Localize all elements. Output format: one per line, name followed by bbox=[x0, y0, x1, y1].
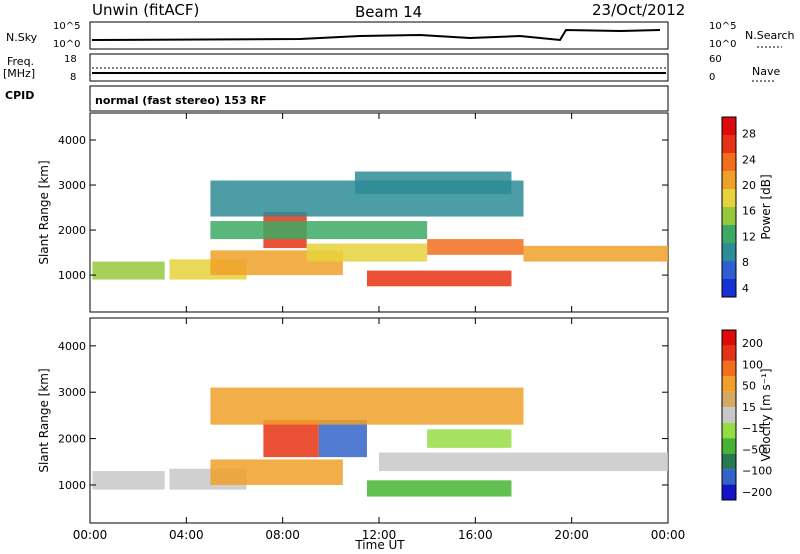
velocity-colorbar-seg bbox=[722, 391, 736, 408]
velocity-ylabel: Slant Range [km] bbox=[37, 368, 51, 472]
velocity-colorbar-tick: −100 bbox=[742, 465, 772, 478]
xtick-label: 20:00 bbox=[554, 528, 589, 542]
velocity-colorbar-seg bbox=[722, 438, 736, 454]
power-ylabel: Slant Range [km] bbox=[37, 160, 51, 264]
velocity-colorbar-seg bbox=[722, 422, 736, 439]
power-colorbar-seg bbox=[722, 189, 736, 207]
power-colorbar-tick: 20 bbox=[742, 179, 756, 192]
nsky-tick-low: 10^0 bbox=[53, 39, 81, 50]
power-colorbar-seg bbox=[722, 225, 736, 243]
cpid-value: normal (fast stereo) 153 RF bbox=[95, 94, 267, 107]
nsky-panel bbox=[89, 21, 669, 50]
power-colorbar-tick: 28 bbox=[742, 128, 756, 141]
power-ytick-label: 2000 bbox=[58, 224, 86, 237]
power-band-7 bbox=[523, 245, 668, 262]
velocity-ytick-label: 2000 bbox=[58, 433, 86, 446]
cpid-panel bbox=[89, 85, 669, 112]
velocity-colorbar-tick: −50 bbox=[742, 443, 765, 456]
velocity-colorbar-tick: −200 bbox=[742, 486, 772, 499]
station-title: Unwin (fitACF) bbox=[92, 1, 200, 19]
power-band-10 bbox=[354, 171, 512, 195]
xtick-label: 00:00 bbox=[651, 528, 686, 542]
cpid-label: CPID bbox=[5, 89, 35, 102]
power-colorbar-seg bbox=[722, 243, 736, 261]
velocity-band-3 bbox=[263, 420, 319, 458]
power-colorbar-tick: 4 bbox=[742, 282, 749, 295]
velocity-colorbar-seg bbox=[722, 469, 736, 485]
power-ytick-label: 3000 bbox=[58, 179, 86, 192]
nsky-trace bbox=[91, 28, 661, 42]
freq-label: Freq. bbox=[7, 55, 35, 68]
velocity-colorbar-tick: 100 bbox=[742, 358, 763, 371]
power-colorbar-tick: 8 bbox=[742, 256, 749, 269]
beam-title: Beam 14 bbox=[355, 3, 423, 21]
date-title: 23/Oct/2012 bbox=[592, 1, 686, 19]
power-colorbar-seg bbox=[722, 207, 736, 225]
power-colorbar-seg bbox=[722, 279, 736, 297]
velocity-colorbar-seg bbox=[722, 360, 736, 377]
power-colorbar-tick: 24 bbox=[742, 153, 756, 166]
nave-label: Nave bbox=[752, 65, 781, 78]
velocity-colorbar-seg bbox=[722, 407, 736, 423]
velocity-band-7 bbox=[210, 387, 524, 425]
power-ytick-label: 1000 bbox=[58, 269, 86, 282]
xtick-label: 12:00 bbox=[362, 528, 397, 542]
nsearch-tick-high: 10^5 bbox=[709, 21, 737, 32]
power-colorbar-seg bbox=[722, 153, 736, 171]
velocity-colorbar-frame bbox=[721, 329, 737, 501]
power-band-6 bbox=[427, 239, 524, 255]
freq-tick-high: 18 bbox=[64, 54, 77, 65]
power-colorbar-seg bbox=[722, 117, 736, 135]
xtick-label: 00:00 bbox=[73, 528, 108, 542]
nsearch-label: N.Search bbox=[745, 29, 795, 42]
velocity-colorbar-tick: 15 bbox=[742, 401, 756, 414]
power-band-0 bbox=[92, 261, 165, 280]
power-colorbar-seg bbox=[722, 171, 736, 189]
velocity-colorbar-tick: 50 bbox=[742, 380, 756, 393]
power-band-5 bbox=[366, 270, 512, 287]
velocity-colorbar-seg bbox=[722, 376, 736, 392]
freq-tick-low: 8 bbox=[70, 72, 77, 83]
velocity-colorbar-seg bbox=[722, 345, 736, 361]
velocity-colorbar-seg bbox=[722, 330, 736, 346]
nsky-tick-high: 10^5 bbox=[53, 21, 81, 32]
velocity-ytick-label: 3000 bbox=[58, 386, 86, 399]
nave-tick-low: 0 bbox=[709, 72, 716, 83]
power-colorbar-tick: 16 bbox=[742, 205, 756, 218]
velocity-colorbar-seg bbox=[722, 453, 736, 470]
nsearch-tick-low: 10^0 bbox=[709, 39, 737, 50]
power-colorbar-frame bbox=[721, 116, 737, 298]
velocity-band-0 bbox=[92, 471, 165, 490]
velocity-band-5 bbox=[366, 480, 512, 497]
xtick-label: 04:00 bbox=[169, 528, 204, 542]
velocity-ytick-label: 4000 bbox=[58, 340, 86, 353]
velocity-ytick-label: 1000 bbox=[58, 479, 86, 492]
velocity-colorbar-seg bbox=[722, 484, 736, 500]
velocity-colorbar-tick: 200 bbox=[742, 337, 763, 350]
xtick-label: 16:00 bbox=[458, 528, 493, 542]
velocity-colorbar-label: Velocity [m s⁻¹] bbox=[759, 368, 773, 461]
velocity-colorbar-tick: −15 bbox=[742, 422, 765, 435]
power-colorbar-seg bbox=[722, 261, 736, 279]
xtick-label: 08:00 bbox=[265, 528, 300, 542]
xaxis-label: Time UT bbox=[354, 538, 405, 552]
velocity-band-6 bbox=[379, 452, 668, 472]
power-band-4 bbox=[306, 243, 428, 262]
power-colorbar-label: Power [dB] bbox=[759, 174, 773, 239]
power-ytick-label: 4000 bbox=[58, 134, 86, 147]
nave-tick-high: 60 bbox=[709, 54, 722, 65]
power-band-8 bbox=[210, 221, 428, 240]
velocity-band-2 bbox=[210, 459, 343, 485]
power-colorbar-tick: 12 bbox=[742, 230, 756, 243]
nsky-label: N.Sky bbox=[6, 31, 38, 44]
velocity-band-4 bbox=[318, 420, 367, 458]
freq-panel bbox=[89, 53, 669, 82]
freq-unit: [MHz] bbox=[3, 67, 36, 80]
velocity-band-8 bbox=[427, 429, 512, 448]
power-colorbar-seg bbox=[722, 135, 736, 153]
